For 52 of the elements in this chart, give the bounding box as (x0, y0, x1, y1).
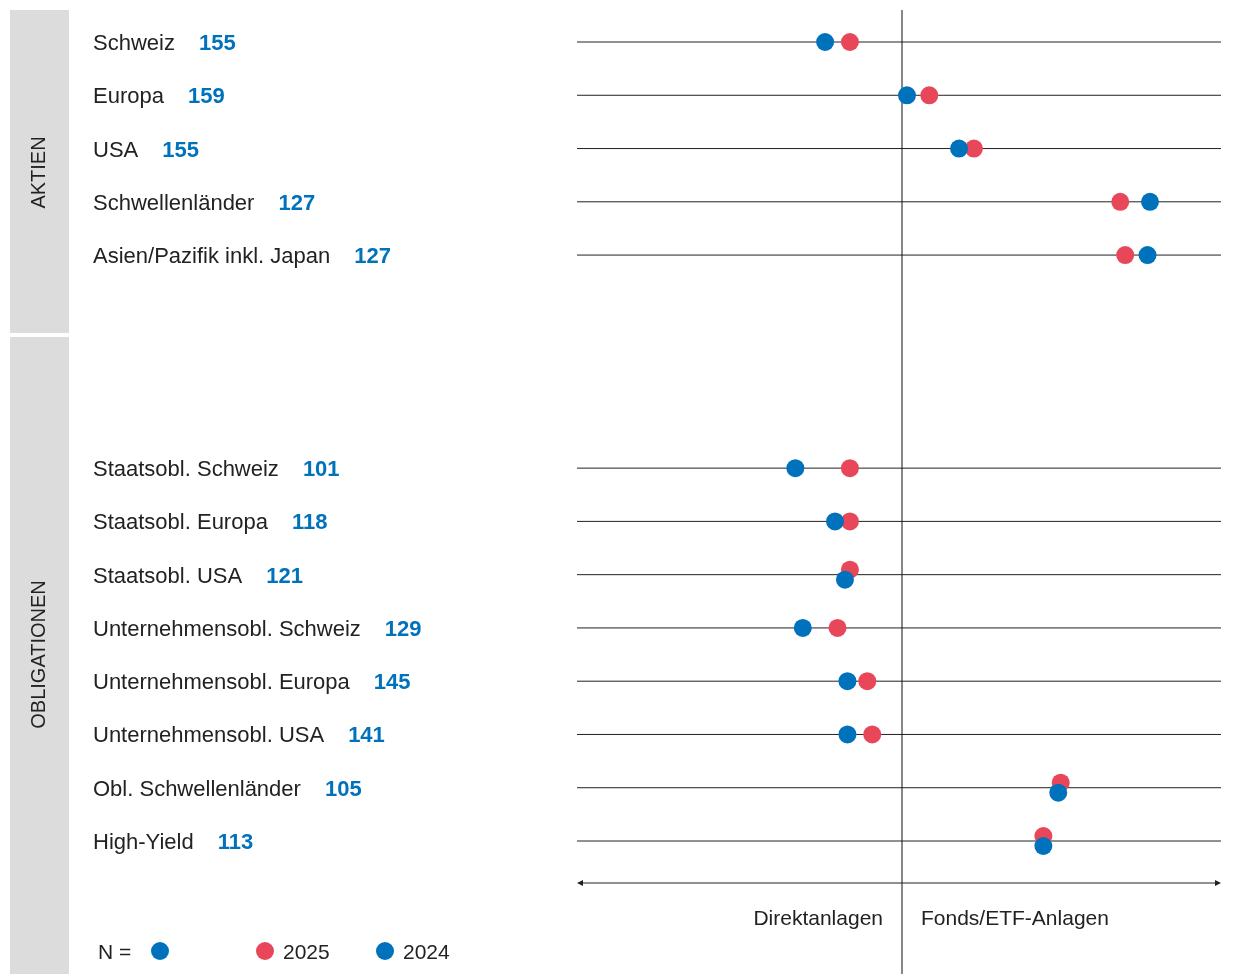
point (863, 725, 882, 744)
y-tick-label: Unternehmensobl. Schweiz (93, 615, 361, 641)
point (838, 725, 857, 744)
point (1111, 192, 1130, 211)
text: 113 (217, 829, 254, 854)
y-tick-label: High-Yield (93, 829, 194, 854)
y-tick-label: Unternehmensobl. Europa (93, 669, 351, 695)
text: 121 (266, 562, 303, 588)
text: 155 (162, 136, 199, 162)
point (838, 672, 857, 691)
text: 159 (187, 83, 225, 109)
point (897, 86, 916, 105)
y-tick-label: Schwellenländer (93, 189, 255, 215)
text: 145 (373, 669, 411, 695)
y-tick-label: Staatsobl. Schweiz (93, 456, 279, 482)
y-tick-label: Unternehmensobl. USA (93, 722, 325, 748)
y-tick-label: USA (93, 136, 139, 162)
text: N = (98, 940, 132, 963)
text: Direktanlagen (753, 906, 883, 929)
text: 101 (302, 456, 340, 482)
text: 155 (198, 30, 236, 55)
point (828, 618, 847, 637)
point (920, 86, 939, 105)
text: 141 (348, 722, 385, 748)
point (964, 139, 983, 158)
point (1141, 192, 1159, 211)
y-tick-label: Asien/Pazifik inkl. Japan (93, 243, 331, 269)
text: 129 (384, 615, 422, 641)
text: 105 (324, 775, 362, 801)
text: 127 (354, 243, 391, 269)
point (786, 459, 805, 478)
point (950, 139, 969, 158)
point (826, 512, 845, 531)
point (816, 33, 835, 51)
point (1138, 246, 1157, 265)
text: Fonds/ETF-Anlagen (921, 906, 1109, 929)
point (858, 672, 877, 691)
point (840, 459, 859, 478)
text: 127 (278, 189, 316, 215)
text: 118 (291, 509, 328, 535)
text: AKTIEN (27, 136, 49, 209)
point (840, 33, 859, 51)
y-tick-label: Staatsobl. Europa (93, 509, 269, 535)
y-tick-label: Schweiz (93, 30, 175, 55)
legend-label: 2024 (403, 940, 451, 963)
y-tick-label: Obl. Schwellenländer (93, 775, 301, 801)
y-tick-label: Europa (93, 83, 165, 109)
point (793, 618, 812, 637)
point (1116, 246, 1135, 265)
text: OBLIGATIONEN (27, 580, 49, 729)
y-tick-label: Staatsobl. USA (93, 562, 243, 588)
legend-label: 2025 (283, 940, 330, 963)
